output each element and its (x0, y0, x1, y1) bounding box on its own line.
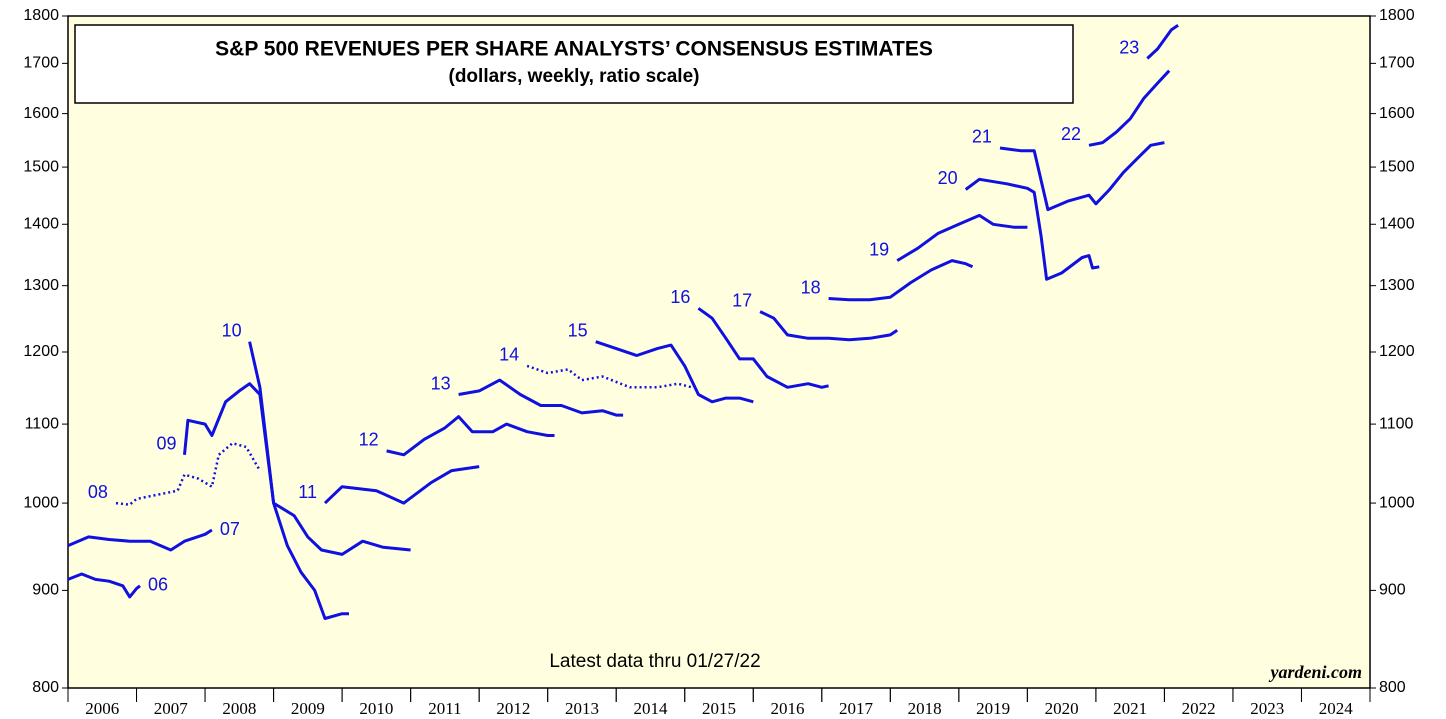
series-label: 12 (359, 430, 379, 450)
chart-title: S&P 500 REVENUES PER SHARE ANALYSTS’ CON… (215, 38, 933, 61)
y-tick-label: 1600 (1379, 105, 1415, 122)
series-label: 16 (670, 287, 690, 307)
chart-subtitle: (dollars, weekly, ratio scale) (449, 66, 700, 87)
x-tick-label: 2010 (359, 699, 393, 718)
series-label: 08 (88, 482, 108, 502)
series-line (896, 213, 1028, 262)
series-line (759, 310, 899, 342)
series-line (248, 341, 349, 620)
source: yardeni.com (1269, 662, 1363, 682)
series-label: 20 (938, 168, 958, 188)
series-label: 06 (148, 575, 168, 595)
x-tick-label: 2020 (1045, 699, 1079, 718)
series-line (386, 415, 555, 457)
series-line (828, 259, 974, 302)
series-line (999, 141, 1165, 212)
title-box (74, 24, 1074, 104)
series-line (697, 307, 829, 389)
y-tick-label: 1200 (1379, 343, 1415, 360)
series-label: 19 (869, 239, 889, 259)
y-tick-label: 1300 (23, 277, 59, 294)
series-line (1146, 24, 1179, 60)
x-tick-label: 2019 (976, 699, 1010, 718)
y-tick-label: 800 (32, 679, 59, 696)
series-line (458, 378, 624, 417)
x-tick-label: 2016 (771, 699, 805, 718)
y-tick-label: 1100 (1379, 415, 1414, 432)
y-tick-label: 1700 (23, 55, 59, 72)
series-line (323, 465, 480, 505)
x-tick-label: 2023 (1250, 699, 1284, 718)
x-tick-label: 2007 (154, 699, 189, 718)
series-label: 14 (499, 345, 519, 365)
x-tick-label: 2006 (85, 699, 119, 718)
series-label: 07 (220, 519, 240, 539)
x-tick-label: 2012 (496, 699, 530, 718)
series-line (1088, 69, 1171, 147)
y-tick-label: 1500 (23, 158, 59, 175)
x-tick-label: 2008 (222, 699, 256, 718)
series-label: 15 (568, 320, 588, 340)
series-line (964, 177, 1100, 281)
x-tick-label: 2013 (565, 699, 599, 718)
y-tick-label: 1300 (1379, 277, 1415, 294)
y-tick-label: 800 (1379, 679, 1406, 696)
y-tick-label: 1700 (1379, 55, 1415, 72)
x-tick-label: 2011 (428, 699, 461, 718)
x-tick-label: 2021 (1113, 699, 1147, 718)
series-line (115, 441, 261, 506)
y-tick-label: 1500 (1379, 158, 1415, 175)
annotation: Latest data thru 01/27/22 (549, 651, 760, 672)
y-tick-label: 1000 (23, 494, 59, 511)
x-tick-label: 2009 (291, 699, 325, 718)
y-tick-label: 1400 (1379, 215, 1415, 232)
series-label: 11 (298, 482, 317, 502)
y-tick-label: 1400 (23, 215, 59, 232)
y-tick-label: 1000 (1379, 494, 1415, 511)
series-line (67, 528, 213, 552)
series-label: 13 (431, 373, 451, 393)
series-label: 10 (222, 320, 242, 340)
series-label: 21 (972, 127, 992, 147)
y-tick-label: 900 (32, 582, 59, 599)
x-tick-label: 2024 (1319, 699, 1354, 718)
series-label: 17 (732, 290, 752, 310)
y-tick-label: 1800 (1379, 7, 1415, 24)
plot-area (67, 15, 1371, 689)
series-line (67, 572, 141, 599)
x-tick-label: 2014 (633, 699, 668, 718)
x-tick-label: 2018 (908, 699, 942, 718)
y-tick-label: 1600 (23, 105, 59, 122)
series-label: 23 (1119, 37, 1139, 57)
y-tick-label: 1100 (25, 415, 60, 432)
series-line (526, 364, 692, 389)
series-label: 18 (801, 277, 821, 297)
y-tick-label: 1200 (23, 343, 59, 360)
series-line (595, 340, 754, 404)
series-label: 09 (156, 434, 176, 454)
y-tick-label: 900 (1379, 582, 1406, 599)
y-tick-label: 1800 (23, 7, 59, 24)
x-tick-label: 2022 (1182, 699, 1216, 718)
series-label: 22 (1061, 124, 1081, 144)
x-tick-label: 2017 (839, 699, 874, 718)
x-tick-label: 2015 (702, 699, 736, 718)
